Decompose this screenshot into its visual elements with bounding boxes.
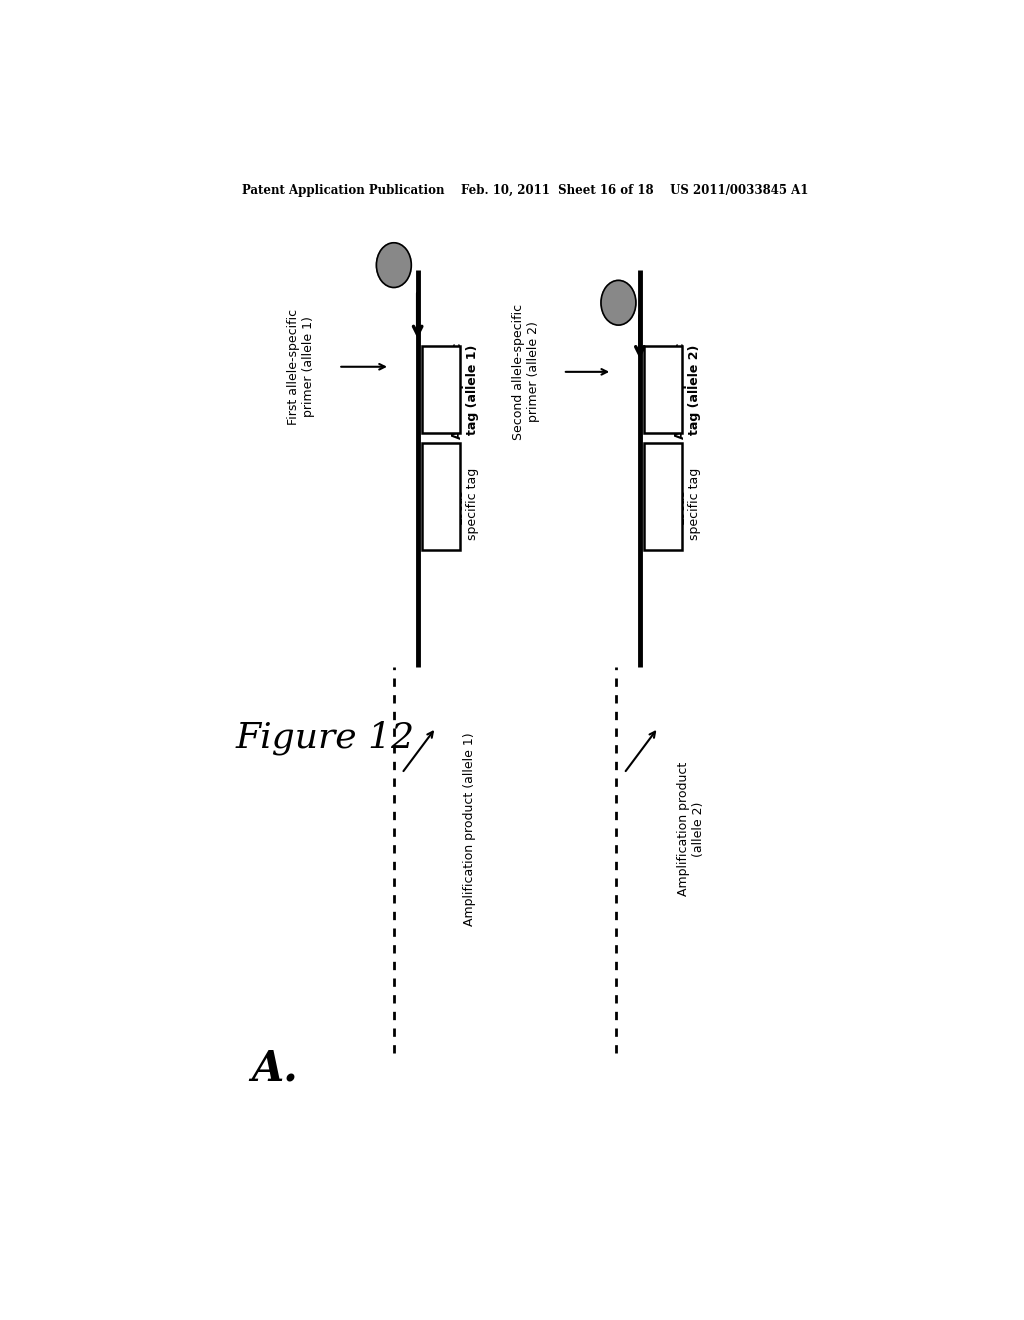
Text: Amplification product (allele 1): Amplification product (allele 1) [463,733,476,927]
Text: Allele-specific
tag (allele 1): Allele-specific tag (allele 1) [452,342,479,438]
Bar [644,346,682,433]
Text: Second allele-specific
primer (allele 2): Second allele-specific primer (allele 2) [512,304,541,440]
Bar [422,346,460,433]
Text: Figure 12: Figure 12 [236,721,415,755]
Bar [422,444,460,549]
Text: Allele-specific
tag (allele 2): Allele-specific tag (allele 2) [674,342,701,438]
Bar [644,444,682,549]
Text: Locus-
specific tag: Locus- specific tag [674,467,701,540]
Text: Patent Application Publication    Feb. 10, 2011  Sheet 16 of 18    US 2011/00338: Patent Application Publication Feb. 10, … [242,185,808,198]
Circle shape [601,280,636,325]
Text: Locus-
specific tag: Locus- specific tag [452,467,479,540]
Text: First allele-specific
primer (allele 1): First allele-specific primer (allele 1) [287,309,315,425]
Circle shape [377,243,412,288]
Text: Amplification product
(allele 2): Amplification product (allele 2) [678,762,706,896]
Text: A.: A. [251,1047,298,1089]
